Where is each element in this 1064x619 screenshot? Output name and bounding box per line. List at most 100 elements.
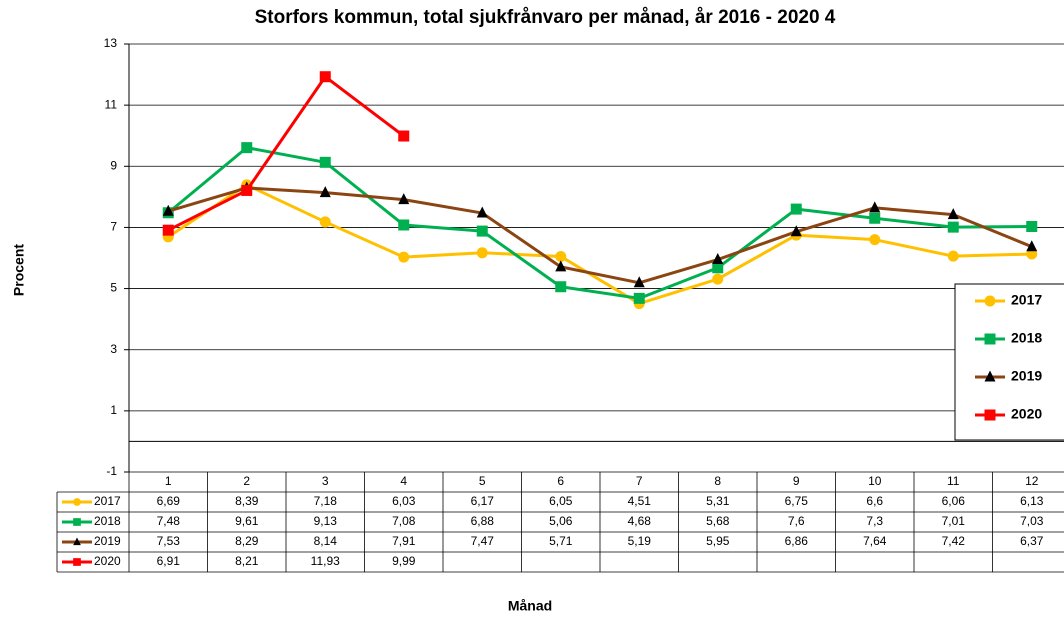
table-cell: 6,37	[1020, 534, 1044, 548]
chart-title: Storfors kommun, total sjukfrånvaro per …	[255, 7, 836, 28]
table-cell: 6,17	[471, 494, 495, 508]
y-tick-label: -1	[106, 464, 117, 478]
table-key-label: 2018	[94, 514, 121, 528]
table-cell: 9,61	[235, 514, 259, 528]
table-cell: 6,91	[157, 554, 181, 568]
x-tick-label: 5	[479, 474, 486, 488]
x-tick-label: 9	[793, 474, 800, 488]
marker	[947, 208, 959, 220]
table-cell: 7,01	[942, 514, 966, 528]
table-cell: 7,6	[788, 514, 805, 528]
y-tick-label: 5	[110, 281, 117, 295]
marker	[319, 186, 331, 198]
x-tick-label: 11	[947, 474, 960, 488]
x-tick-label: 3	[322, 474, 329, 488]
x-tick-label: 10	[868, 474, 882, 488]
legend-label: 2017	[1011, 292, 1042, 308]
table-cell: 6,69	[157, 494, 181, 508]
table-cell: 4,51	[628, 494, 652, 508]
table-cell: 7,18	[314, 494, 338, 508]
x-tick-label: 8	[714, 474, 721, 488]
marker	[398, 251, 410, 263]
marker	[73, 537, 81, 546]
marker	[869, 201, 881, 213]
marker	[319, 156, 331, 168]
table-key-label: 2019	[94, 534, 121, 548]
table-cell: 6,75	[785, 494, 809, 508]
table-cell: 4,68	[628, 514, 652, 528]
marker	[476, 225, 488, 237]
marker	[73, 558, 81, 566]
y-tick-label: 13	[104, 36, 118, 50]
marker	[398, 193, 410, 205]
marker	[73, 498, 81, 506]
marker	[790, 203, 802, 215]
series-line	[167, 146, 1032, 300]
table-cell: 5,95	[706, 534, 730, 548]
marker	[984, 295, 996, 307]
marker	[555, 250, 567, 262]
table-cell: 8,14	[314, 534, 338, 548]
table-cell: 5,31	[706, 494, 730, 508]
marker	[712, 273, 724, 285]
table-cell: 7,91	[392, 534, 416, 548]
x-tick-label: 6	[557, 474, 564, 488]
table-key-label: 2020	[94, 554, 121, 568]
marker	[73, 518, 81, 526]
marker	[476, 247, 488, 259]
marker	[1026, 221, 1038, 233]
x-tick-label: 2	[243, 474, 250, 488]
table-cell: 6,06	[942, 494, 966, 508]
y-axis-label: Procent	[11, 244, 27, 296]
marker	[398, 219, 410, 231]
marker	[984, 333, 996, 345]
marker	[633, 292, 645, 304]
table-cell: 6,03	[392, 494, 416, 508]
x-tick-label: 7	[636, 474, 643, 488]
table-cell: 8,39	[235, 494, 259, 508]
table-cell: 6,13	[1020, 494, 1044, 508]
table-cell: 7,08	[392, 514, 416, 528]
marker	[947, 250, 959, 262]
marker	[712, 262, 724, 274]
table-cell: 5,19	[628, 534, 652, 548]
table-cell: 5,06	[549, 514, 573, 528]
marker	[1026, 240, 1038, 252]
x-axis-label: Månad	[508, 598, 552, 614]
table-key-label: 2017	[94, 494, 121, 508]
table-cell: 7,48	[157, 514, 181, 528]
series-line	[167, 186, 1033, 285]
marker	[790, 225, 802, 237]
marker	[712, 253, 724, 265]
table-cell: 7,3	[866, 514, 883, 528]
table-cell: 11,93	[311, 554, 340, 568]
table-cell: 9,99	[392, 554, 416, 568]
table-cell: 5,68	[706, 514, 730, 528]
marker	[162, 224, 174, 236]
marker	[555, 260, 567, 272]
table-cell: 6,86	[785, 534, 809, 548]
marker	[869, 234, 881, 246]
table-cell: 5,71	[549, 534, 573, 548]
table-cell: 9,13	[314, 514, 338, 528]
table-cell: 7,64	[863, 534, 887, 548]
marker	[476, 206, 488, 218]
y-tick-label: 3	[110, 342, 117, 356]
legend-box	[954, 283, 1064, 441]
table-cell: 7,47	[471, 534, 495, 548]
marker	[1026, 248, 1038, 260]
table-cell: 8,29	[235, 534, 259, 548]
marker	[633, 276, 645, 288]
marker	[241, 142, 253, 154]
series-line	[167, 75, 405, 232]
table-cell: 6,88	[471, 514, 495, 528]
marker	[241, 184, 253, 196]
marker	[319, 216, 331, 228]
x-tick-label: 4	[400, 474, 407, 488]
table-cell: 6,05	[549, 494, 573, 508]
legend-label: 2019	[1011, 368, 1042, 384]
table-cell: 6,6	[866, 494, 883, 508]
series-line	[167, 183, 1032, 306]
y-tick-label: 1	[110, 403, 117, 417]
